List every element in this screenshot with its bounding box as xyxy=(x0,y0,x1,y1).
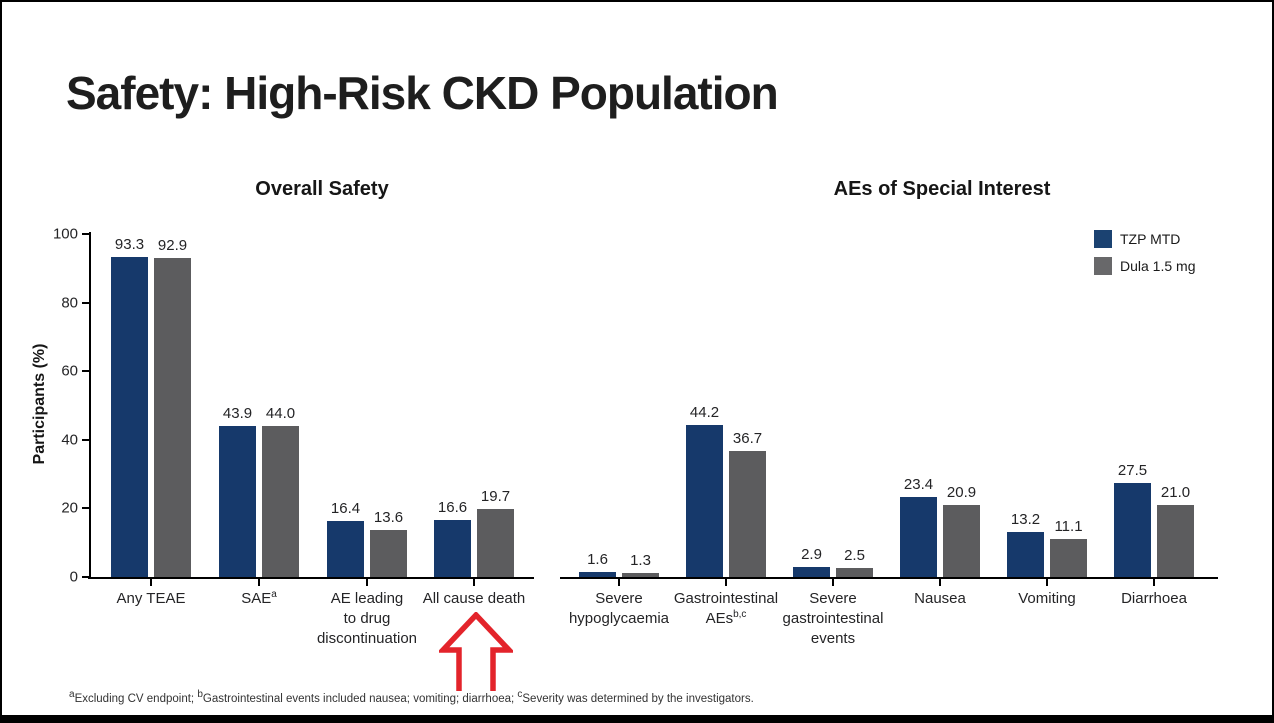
y-tick xyxy=(82,507,91,510)
bar-value-label: 2.5 xyxy=(844,547,865,564)
category-label: Diarrhoea xyxy=(1121,590,1187,607)
legend-item-dula: Dula 1.5 mg xyxy=(1094,257,1195,275)
bar-dula xyxy=(262,426,299,577)
bar-value-label: 36.7 xyxy=(732,430,763,447)
bar-value-label: 1.3 xyxy=(630,552,651,569)
bar-value-label: 93.3 xyxy=(114,236,145,253)
bar-value-label: 20.9 xyxy=(946,484,977,501)
x-tick xyxy=(150,579,152,586)
bar-value-label: 16.4 xyxy=(330,500,361,517)
bar-tzp-mtd xyxy=(434,520,471,577)
y-tick-label: 20 xyxy=(61,499,78,517)
bar-dula xyxy=(1157,505,1194,577)
legend-label-tzp-mtd: TZP MTD xyxy=(1120,231,1181,247)
bar-tzp-mtd xyxy=(579,572,616,577)
bar-dula xyxy=(943,505,980,577)
bar-tzp-mtd xyxy=(219,426,256,577)
category-label: Severe hypoglycaemia xyxy=(568,590,670,627)
footnote: aExcluding CV endpoint; bGastrointestina… xyxy=(69,689,754,705)
bottom-border-bar xyxy=(2,715,1272,721)
bar-dula xyxy=(154,258,191,577)
x-tick xyxy=(366,579,368,586)
x-axis-line xyxy=(560,577,1218,579)
x-tick xyxy=(832,579,834,586)
category-label: Vomiting xyxy=(1018,590,1076,607)
category-label: Gastrointestinal AEsb,c xyxy=(673,590,779,627)
legend: TZP MTD Dula 1.5 mg xyxy=(1094,230,1195,284)
x-tick xyxy=(258,579,260,586)
bar-dula xyxy=(370,530,407,577)
bar-tzp-mtd xyxy=(686,425,723,577)
legend-label-dula: Dula 1.5 mg xyxy=(1120,258,1196,274)
x-tick xyxy=(1153,579,1155,586)
y-tick-label: 100 xyxy=(52,225,78,243)
bar-tzp-mtd xyxy=(327,521,364,577)
bar-tzp-mtd xyxy=(111,257,148,577)
category-label: SAEa xyxy=(241,589,277,608)
bar-dula xyxy=(836,568,873,577)
x-tick xyxy=(1046,579,1048,586)
bar-dula xyxy=(1050,539,1087,577)
aes-special-interest-chart-title: AEs of Special Interest xyxy=(833,178,1051,200)
bar-dula xyxy=(729,451,766,577)
x-tick xyxy=(618,579,620,586)
bar-tzp-mtd xyxy=(793,567,830,577)
bar-value-label: 27.5 xyxy=(1117,462,1148,479)
y-tick xyxy=(82,438,91,441)
tzp-mtd-swatch xyxy=(1094,230,1112,248)
bar-value-label: 23.4 xyxy=(903,476,934,493)
bar-value-label: 13.6 xyxy=(373,509,404,526)
legend-item-tzp-mtd: TZP MTD xyxy=(1094,230,1195,248)
bar-dula xyxy=(477,509,514,577)
category-label: Severe gastrointestinal events xyxy=(782,590,884,647)
y-tick xyxy=(82,576,91,578)
slide-title: Safety: High-Risk CKD Population xyxy=(66,67,779,119)
category-label: Any TEAE xyxy=(116,590,186,607)
category-label: All cause death xyxy=(422,590,526,607)
overall-safety-chart-title: Overall Safety xyxy=(255,178,389,200)
bar-value-label: 19.7 xyxy=(480,488,511,505)
red-up-arrow-icon xyxy=(436,610,516,691)
bar-value-label: 2.9 xyxy=(801,546,822,563)
y-tick xyxy=(82,233,91,235)
x-tick xyxy=(939,579,941,586)
category-label: AE leading to drug discontinuation xyxy=(316,590,418,647)
x-tick xyxy=(725,579,727,586)
bar-tzp-mtd xyxy=(1007,532,1044,577)
bar-value-label: 92.9 xyxy=(157,237,188,254)
y-tick-label: 80 xyxy=(61,294,78,312)
bar-tzp-mtd xyxy=(900,497,937,577)
bar-value-label: 44.2 xyxy=(689,404,720,421)
y-tick xyxy=(82,370,91,373)
y-tick-label: 40 xyxy=(61,431,78,449)
bar-tzp-mtd xyxy=(1114,483,1151,577)
bar-value-label: 44.0 xyxy=(265,405,296,422)
bar-value-label: 16.6 xyxy=(437,499,468,516)
category-label: Nausea xyxy=(914,590,966,607)
bar-value-label: 11.1 xyxy=(1054,518,1083,535)
bar-dula xyxy=(622,573,659,577)
bar-value-label: 21.0 xyxy=(1160,484,1191,501)
bar-value-label: 1.6 xyxy=(587,551,608,568)
y-tick xyxy=(82,301,91,304)
y-tick-label: 60 xyxy=(61,362,78,380)
red-up-arrow-annotation xyxy=(436,610,516,699)
bar-value-label: 13.2 xyxy=(1010,511,1041,528)
y-axis-line xyxy=(89,232,91,579)
dula-swatch xyxy=(1094,257,1112,275)
x-axis-line xyxy=(88,577,534,579)
x-tick xyxy=(473,579,475,586)
y-tick-label: 0 xyxy=(69,568,78,586)
bar-value-label: 43.9 xyxy=(222,405,253,422)
